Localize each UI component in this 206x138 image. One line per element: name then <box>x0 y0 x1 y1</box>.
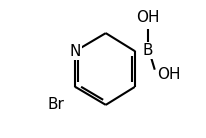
Text: B: B <box>143 43 153 58</box>
Text: N: N <box>70 44 81 59</box>
Text: Br: Br <box>48 97 65 112</box>
Text: OH: OH <box>136 10 160 25</box>
Text: OH: OH <box>158 67 181 82</box>
